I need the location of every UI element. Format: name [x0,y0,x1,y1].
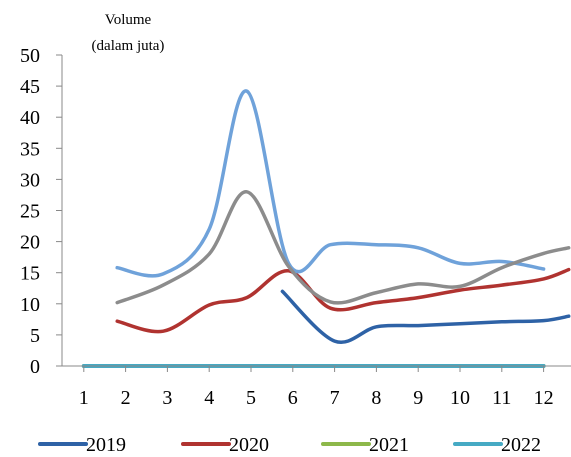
legend-label-2022: 2022 [501,434,541,456]
series-line-2019 [280,289,571,345]
y-tick-label: 0 [30,356,40,378]
y-tick-label: 20 [20,232,40,254]
x-tick-label: 9 [413,387,423,409]
x-tick-label: 8 [371,387,381,409]
y-tick-label: 15 [20,263,40,285]
x-tick-label: 12 [534,387,554,409]
x-tick-label: 10 [450,387,470,409]
legend: 2019 2020 2021 2022 [38,434,541,456]
y-tick-label: 50 [20,45,40,67]
y-tick-label: 35 [20,138,40,160]
x-tick-label: 3 [162,387,172,409]
y-tick-label: 5 [30,325,40,347]
x-tick-label: 6 [288,387,298,409]
x-ticks: 1 2 3 4 5 6 7 8 9 10 11 12 [79,366,554,409]
x-tick-label: 5 [246,387,256,409]
y-tick-label: 45 [20,76,40,98]
y-tick-label: 30 [20,169,40,191]
x-tick-label: 4 [204,387,214,409]
series-layer [81,89,571,369]
series-line-2020 [115,267,571,334]
x-tick-label: 1 [79,387,89,409]
series-line-unlabeled-5 [115,190,571,305]
y-axis-title-line-1: Volume [104,12,152,28]
legend-label-2019: 2019 [86,434,126,456]
y-tick-label: 40 [20,107,40,129]
series-line-unlabeled-4 [115,89,546,278]
y-tick-label: 25 [20,201,40,223]
y-ticks: 0 5 10 15 20 25 30 35 40 45 50 [20,45,62,378]
legend-label-2021: 2021 [369,434,409,456]
x-tick-label: 11 [492,387,511,409]
x-tick-label: 7 [330,387,340,409]
y-tick-label: 10 [20,294,40,316]
y-axis-title-line-2: (dalam juta) [91,38,165,54]
legend-label-2020: 2020 [229,434,269,456]
x-tick-label: 2 [121,387,131,409]
